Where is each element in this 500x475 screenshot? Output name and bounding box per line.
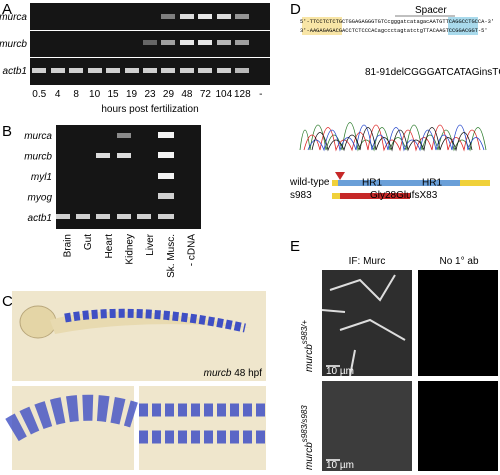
timepoint-label: 29 [163, 89, 175, 100]
panel-letter: A [2, 1, 12, 18]
allele-label: wild-type [289, 177, 330, 188]
variant-label: Gly28GlufsX83 [370, 190, 438, 201]
sequence: 5'-TTCCTCTCTGCTGGAGAGGGTGTCcgggatcatagac… [300, 19, 494, 25]
tissue-label: - cDNA [187, 234, 198, 267]
panel-letter: E [290, 238, 300, 255]
gene-label: myog [28, 193, 53, 204]
column-label: IF: Murc [349, 256, 386, 267]
row-label: murcbs983/+ [300, 320, 315, 372]
column-label: No 1° ab [439, 256, 478, 267]
tissue-label: Liver [145, 233, 156, 255]
if-image [322, 381, 412, 471]
gene-label: murca [24, 131, 52, 142]
embryo-image [12, 291, 266, 381]
tissue-label: Heart [104, 234, 115, 259]
timepoint-label: 4 [55, 89, 61, 100]
timepoint-label: 48 [181, 89, 193, 100]
gel-bands [32, 14, 249, 73]
gel [56, 125, 201, 229]
panel-letter: D [290, 1, 301, 18]
sequence: 3'-AAGAGAGACGACCTCTCCCACagccctagtatctgTT… [300, 28, 488, 34]
panel-letter: B [2, 123, 12, 140]
mutation-label: 81-91delCGGGATCATAGinsTGA [365, 67, 500, 78]
timepoint-label: 15 [108, 89, 120, 100]
allele-label: s983 [290, 190, 312, 201]
tissue-label: Kidney [125, 234, 136, 265]
scale-bar: 10 µm [326, 366, 354, 377]
axis-label: hours post fertilization [101, 104, 198, 115]
timepoint-label: 23 [144, 89, 156, 100]
scale-bar: 10 µm [326, 460, 354, 471]
gene-label: actb1 [28, 213, 52, 224]
if-image [418, 270, 498, 376]
timepoint-label: 0.5 [32, 89, 46, 100]
chromatogram [299, 122, 487, 152]
spacer-label: Spacer [415, 5, 447, 16]
zoom-image [139, 386, 266, 470]
timepoint-label: 10 [89, 89, 101, 100]
row-label: murcbs983/s983 [300, 405, 315, 470]
if-image [418, 381, 498, 471]
tissue-label: Sk. Musc. [166, 234, 177, 278]
gene-label: myl1 [31, 172, 52, 183]
timepoint-label: 128 [234, 89, 251, 100]
timepoint-label: - [259, 89, 262, 100]
gel-bands [56, 132, 174, 219]
panel-letter: C [2, 293, 13, 310]
timepoint-label: 104 [216, 89, 233, 100]
timepoint-label: 8 [73, 89, 79, 100]
timepoint-label: 72 [200, 89, 212, 100]
gene-label: murcb [0, 39, 27, 50]
gene-label: murca [0, 12, 27, 23]
gene-label: murcb [24, 152, 52, 163]
domain-label: HR1 [422, 178, 442, 189]
somites [64, 308, 246, 333]
timepoint-label: 19 [126, 89, 138, 100]
gene-label: actb1 [3, 66, 27, 77]
tissue-label: Brain [62, 234, 73, 257]
domain-label: HR1 [362, 178, 382, 189]
stage-label: murcb 48 hpf [204, 368, 263, 379]
tissue-label: Gut [83, 234, 94, 250]
